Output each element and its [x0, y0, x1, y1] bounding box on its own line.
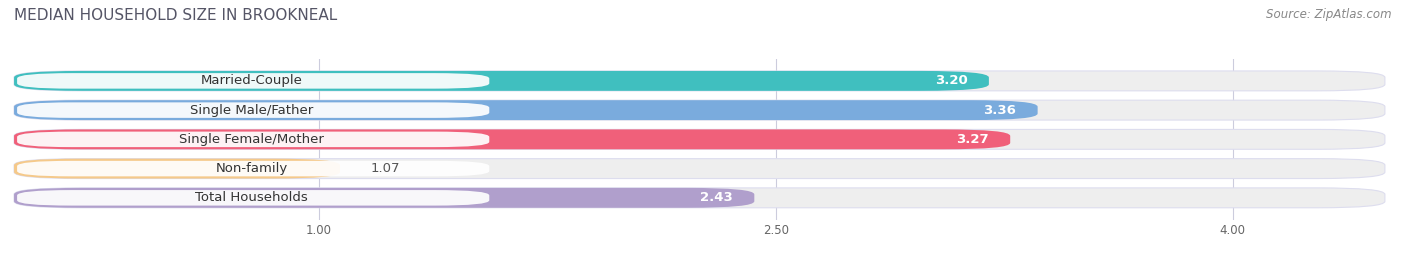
FancyBboxPatch shape: [14, 71, 988, 91]
Text: Source: ZipAtlas.com: Source: ZipAtlas.com: [1267, 8, 1392, 21]
Text: 2.43: 2.43: [700, 191, 733, 204]
FancyBboxPatch shape: [14, 100, 1038, 120]
FancyBboxPatch shape: [14, 71, 1385, 91]
Text: Single Male/Father: Single Male/Father: [190, 104, 314, 117]
Text: 3.20: 3.20: [935, 75, 967, 87]
FancyBboxPatch shape: [17, 132, 489, 147]
Text: Total Households: Total Households: [195, 191, 308, 204]
Text: Married-Couple: Married-Couple: [201, 75, 302, 87]
Text: Non-family: Non-family: [215, 162, 288, 175]
FancyBboxPatch shape: [14, 129, 1385, 149]
FancyBboxPatch shape: [17, 102, 489, 118]
FancyBboxPatch shape: [14, 129, 1010, 149]
Text: 1.07: 1.07: [371, 162, 399, 175]
Text: 3.27: 3.27: [956, 133, 988, 146]
Text: MEDIAN HOUSEHOLD SIZE IN BROOKNEAL: MEDIAN HOUSEHOLD SIZE IN BROOKNEAL: [14, 8, 337, 23]
Text: Single Female/Mother: Single Female/Mother: [179, 133, 325, 146]
FancyBboxPatch shape: [17, 73, 489, 89]
FancyBboxPatch shape: [14, 159, 340, 178]
Text: 3.36: 3.36: [983, 104, 1017, 117]
FancyBboxPatch shape: [17, 190, 489, 206]
FancyBboxPatch shape: [14, 188, 754, 208]
FancyBboxPatch shape: [14, 188, 1385, 208]
FancyBboxPatch shape: [14, 100, 1385, 120]
FancyBboxPatch shape: [14, 159, 1385, 178]
FancyBboxPatch shape: [17, 161, 489, 176]
